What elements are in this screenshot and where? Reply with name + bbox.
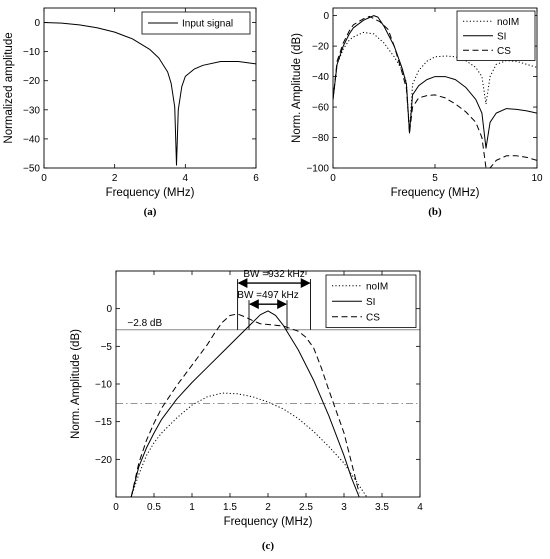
chart-b-y-tick-label: −40	[312, 72, 329, 83]
chart-c-x-axis-label: Frequency (MHz)	[224, 516, 313, 528]
chart-c: Frequency (MHz) Norm. Amplitude (dB) (c)…	[70, 269, 423, 552]
chart-c-x-tick-label: 3	[341, 502, 347, 513]
chart-a-y-tick-label: −50	[23, 164, 40, 175]
chart-c-x-tick-label: 4	[417, 502, 423, 513]
chart-b-x-tick-label: 0	[330, 173, 336, 184]
chart-c-legend-label-1: SI	[366, 297, 375, 308]
chart-b-legend-label-2: CS	[497, 46, 511, 57]
chart-a-y-tick-label: −30	[23, 105, 40, 116]
chart-a: Frequency (MHz) Normalized amplitude (a)…	[3, 7, 259, 218]
chart-b-y-tick-label: −100	[306, 164, 329, 175]
chart-c-legend-label-0: noIM	[366, 281, 388, 292]
chart-c-level-label: −2.8 dB	[127, 318, 162, 329]
chart-a-plot-frame	[43, 7, 257, 169]
chart-a-x-tick-label: 2	[112, 173, 118, 184]
chart-b-x-axis-label: Frequency (MHz)	[391, 187, 480, 199]
chart-a-y-tick-label: −10	[23, 47, 40, 58]
chart-a-y-tick-label: −20	[23, 76, 40, 87]
chart-b-legend-label-1: SI	[497, 31, 506, 42]
chart-b-y-tick-label: −60	[312, 103, 329, 114]
chart-a-y-tick-label: 0	[34, 18, 40, 29]
chart-a-x-tick-label: 6	[253, 173, 259, 184]
chart-c-x-tick-label: 3.5	[375, 502, 389, 513]
chart-a-x-tick-label: 4	[183, 173, 189, 184]
chart-b-y-tick-label: −20	[312, 42, 329, 53]
chart-c-bw-si-label: BW =497 kHz	[237, 290, 298, 301]
chart-c-y-tick-label: 0	[106, 304, 112, 315]
chart-b-y-tick-label: −80	[312, 133, 329, 144]
chart-c-series-cs	[130, 313, 360, 497]
chart-c-x-tick-label: 0	[113, 502, 119, 513]
chart-b-series-noim	[333, 31, 537, 134]
chart-c-y-tick-label: −20	[95, 455, 112, 466]
chart-a-legend-box	[141, 11, 251, 35]
chart-b-x-tick-label: 10	[531, 173, 543, 184]
chart-c-bw-cs-label: BW =932 kHz	[243, 269, 304, 280]
chart-c-x-tick-label: 2	[265, 502, 271, 513]
chart-b-legend-label-0: noIM	[497, 17, 519, 28]
chart-b-caption: (b)	[428, 206, 442, 218]
chart-c-x-tick-label: 1.5	[223, 502, 237, 513]
chart-c-y-tick-label: −5	[101, 342, 113, 353]
chart-b: Frequency (MHz) Norm. Amplitude (dB) (b)…	[291, 7, 543, 218]
chart-a-x-axis-label: Frequency (MHz)	[106, 187, 195, 199]
chart-b-series-cs	[333, 15, 537, 168]
chart-c-x-tick-label: 0.5	[147, 502, 161, 513]
chart-c-x-tick-label: 1	[189, 502, 195, 513]
chart-c-y-tick-label: −10	[95, 380, 112, 391]
chart-c-legend-label-2: CS	[366, 312, 380, 323]
chart-c-series-noim	[130, 392, 368, 497]
chart-a-y-tick-label: −40	[23, 134, 40, 145]
chart-a-legend-label-0: Input signal	[182, 19, 233, 30]
chart-b-x-tick-label: 5	[432, 173, 438, 184]
chart-c-x-tick-label: 2.5	[299, 502, 313, 513]
chart-a-x-tick-label: 0	[41, 173, 47, 184]
chart-c-y-tick-label: −15	[95, 417, 112, 428]
chart-c-y-axis-label: Norm. Amplitude (dB)	[70, 329, 82, 439]
chart-a-y-axis-label: Normalized amplitude	[3, 32, 15, 143]
chart-b-y-tick-label: 0	[323, 11, 329, 22]
chart-c-caption: (c)	[262, 540, 275, 552]
chart-a-series-input-signal	[44, 22, 256, 166]
chart-a-caption: (a)	[144, 206, 157, 218]
chart-b-series-si	[333, 15, 537, 149]
chart-b-y-axis-label: Norm. Amplitude (dB)	[291, 33, 303, 143]
